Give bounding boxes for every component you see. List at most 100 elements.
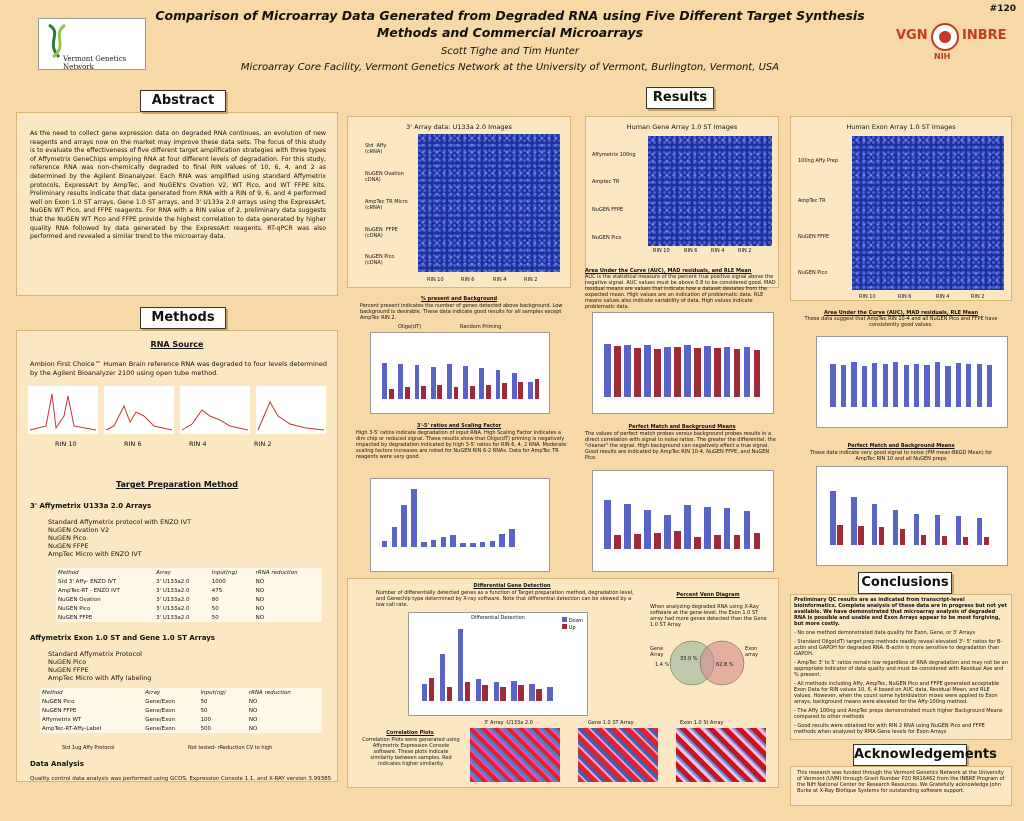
rna-source-text: Ambion First Choice™ Human Brain referen… (30, 360, 328, 377)
chart-bar (644, 345, 651, 397)
table-cell: NuGEN Pico (58, 605, 91, 612)
corr-text: Correlation Plots were generated using A… (362, 737, 460, 767)
chart-bar (624, 504, 631, 549)
rin-label: RIN 2 (524, 277, 538, 283)
table-header-row: Method Array Input(ng) rRNA reduction (40, 688, 322, 697)
chart-bar (382, 363, 388, 399)
chart-bar (987, 365, 993, 407)
table-cell: NuGEN Ovation (58, 596, 101, 603)
table-row: Affymetrix WT Gene/Exon 100 NO (40, 715, 322, 724)
table-cell: 3' U133a2.0 (156, 587, 190, 594)
conclusion-item: - No one method demonstrated data qualit… (794, 630, 976, 636)
chart-bar (634, 347, 641, 397)
acknowledgements-header: Acknowledgements (853, 744, 997, 766)
chart-bar (388, 388, 394, 399)
abstract-header: Abstract (140, 90, 226, 112)
chart-bar (529, 683, 535, 701)
u133-list-item: NuGEN Pico (48, 534, 87, 542)
pct-present-chart (370, 332, 550, 414)
chart-bar (753, 533, 761, 549)
exon-row-label: 100ng Affy Prep (798, 158, 839, 164)
table-row: AmpTec-RT-Affy-Label Gene/Exon 500 NO (40, 724, 322, 733)
exon-pm-title: Perfect Match and Background Means (847, 443, 955, 449)
table-cell: 50 (211, 614, 219, 621)
chart-bar (733, 349, 741, 397)
chart-bar (493, 682, 500, 701)
chart-bar (469, 386, 475, 399)
chart-bar (421, 542, 427, 547)
conclusion-item: - The Affy 100ng and AmpTec preps demons… (794, 708, 1003, 720)
chart-bar (518, 381, 524, 399)
ratio-chart (370, 478, 550, 572)
venn-exon-label: Exon array (745, 646, 759, 658)
bars (601, 337, 767, 397)
corr-plot-u133 (470, 728, 560, 782)
chart-bar (439, 654, 446, 701)
chart-bar (955, 516, 961, 545)
chart-bar (437, 385, 443, 399)
table-cell: NO (255, 614, 265, 621)
chart-bar (743, 510, 751, 549)
vgn-logo: Vermont Genetics Network (38, 18, 146, 71)
legend-item-up: Up (562, 624, 583, 631)
chart-bar (893, 509, 899, 545)
inbre-logo: VGN INBRE NIH (892, 16, 1012, 66)
table-header-cell: rRNA reduction (255, 569, 298, 576)
table-header-cell: rRNA reduction (248, 689, 291, 696)
chart-bar (840, 364, 847, 407)
exon-pm-chart (816, 466, 1008, 566)
table-header-cell: Method (42, 689, 63, 696)
chart-bar (664, 346, 671, 397)
chart-bar (509, 529, 515, 547)
table-row: Std 3' Affy- ENZO IVT 3' U133a2.0 1000 NO (56, 577, 322, 586)
venn-title: Percent Venn Diagram (676, 592, 740, 598)
gene-chip-images (648, 136, 772, 246)
bioanalyzer-traces (28, 386, 328, 436)
chart-bar (703, 506, 711, 549)
chart-bar (882, 364, 888, 407)
exon-images-title: Human Exon Array 1.0 ST Images (846, 123, 956, 131)
gene-images-title: Human Gene Array 1.0 ST Images (626, 123, 738, 131)
corr-title: Correlation Plots (386, 730, 434, 736)
rin-label: RIN 4 (936, 294, 950, 300)
u133-row-label: NuGEN FFPE (cDNA) (365, 227, 398, 239)
rin-label: RIN 2 (971, 294, 985, 300)
chart-bar (934, 515, 941, 545)
u133-chip-images (418, 134, 560, 272)
chart-bar (893, 361, 899, 407)
rin-label: RIN 4 (711, 248, 725, 254)
rin-label: RIN 2 (738, 248, 752, 254)
ratio-title: 3'-5' ratios and Scaling Factor (416, 423, 502, 429)
auc-text: AUC is the statistical measure of the pe… (585, 274, 776, 310)
conclusion-item: - Good results were obtained for with RI… (794, 723, 985, 735)
data-analysis-text: Quality control data analysis was perfor… (30, 776, 332, 782)
conclusion-item: Preliminary QC results are as indicated … (794, 597, 1007, 627)
table-cell: NO (255, 596, 265, 603)
abstract-panel (16, 112, 338, 296)
trace-rin2 (256, 386, 326, 434)
chart-bar (547, 686, 553, 701)
chart-bar (713, 347, 721, 397)
table-header-cell: Input(ng) (211, 569, 238, 576)
chart-bar (872, 504, 878, 545)
table-note: Std 1ug Affy Protocol (62, 745, 115, 751)
rin-label: RIN 10 (653, 248, 670, 254)
chart-bar (654, 349, 661, 397)
ratio-text: High 3-5' ratios indicate degradation of… (356, 430, 567, 460)
table-cell: 1000 (211, 578, 226, 585)
bars (601, 481, 767, 549)
u133-list-item: NuGEN FFPE (48, 542, 89, 550)
chart-bar (674, 347, 681, 397)
methods-header: Methods (140, 307, 226, 329)
data-analysis-title: Data Analysis (30, 760, 84, 768)
chart-bar (401, 505, 407, 547)
chart-bar (861, 366, 868, 407)
table-cell: AmpTec-RT - ENZO IVT (58, 587, 120, 594)
exon-auc-text: These data suggest that AmpTec RIN 10-4 … (804, 316, 998, 328)
chart-bar (674, 531, 681, 549)
inbre-text: INBRE (962, 28, 1007, 43)
chart-bar (534, 379, 540, 399)
de-title: Differential Gene Detection (473, 583, 551, 589)
rin-label: RIN 6 (124, 440, 142, 448)
exon-auc-title: Area Under the Curve (AUC), MAD residual… (823, 310, 979, 316)
